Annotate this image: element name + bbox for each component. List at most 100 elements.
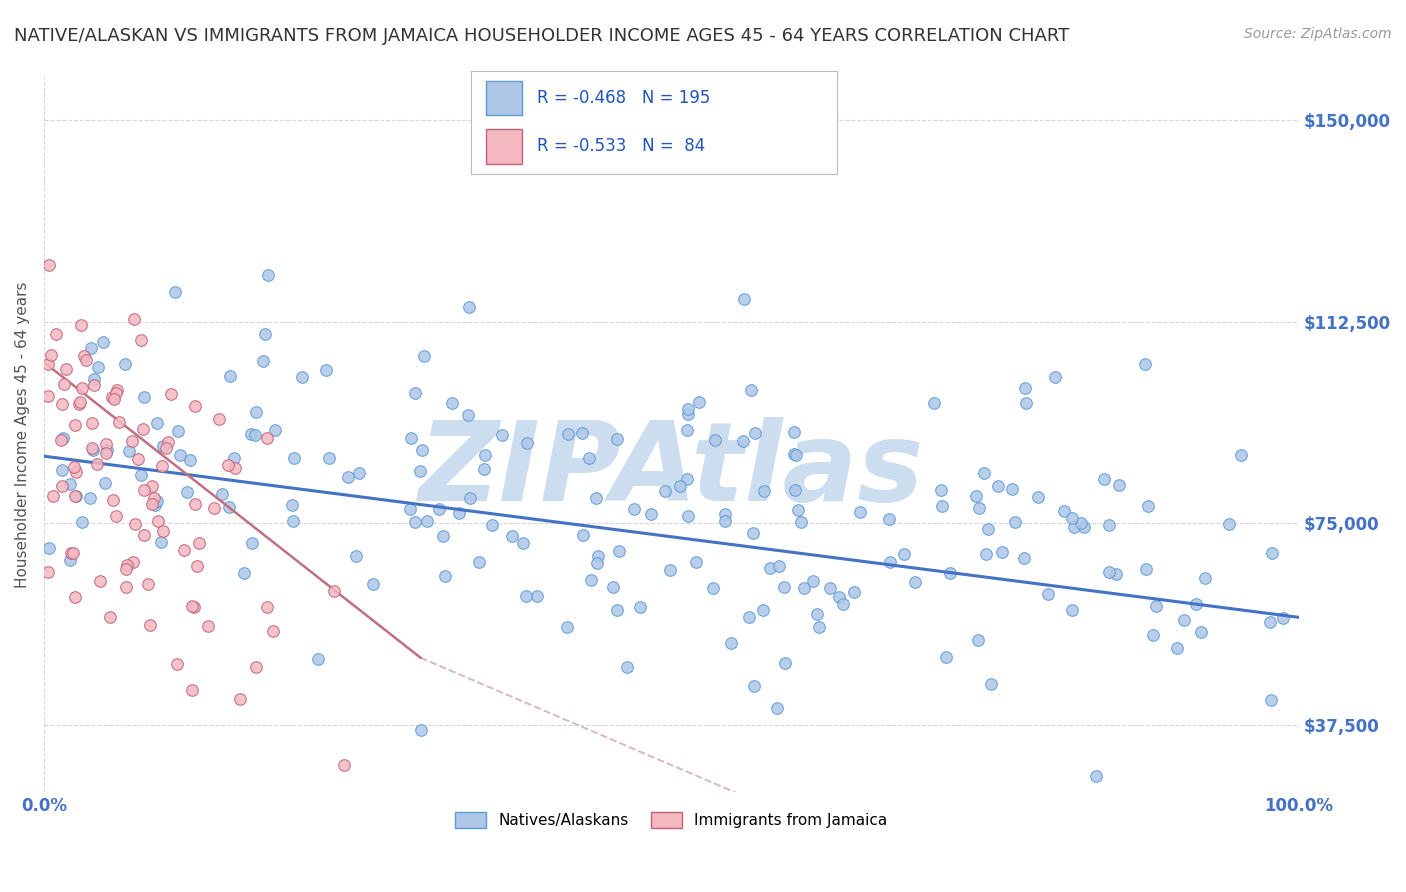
Point	[129, 468, 152, 483]
Point	[432, 528, 454, 542]
Point	[45, 326, 67, 341]
Bar	[485, 80, 522, 115]
Point	[433, 569, 456, 583]
Point	[264, 423, 287, 437]
Point	[129, 334, 152, 348]
Point	[245, 405, 267, 419]
Point	[893, 547, 915, 561]
Point	[1108, 478, 1130, 492]
Point	[211, 486, 233, 500]
Point	[720, 636, 742, 650]
Point	[82, 443, 104, 458]
Point	[122, 312, 145, 326]
Point	[180, 599, 202, 614]
Point	[51, 479, 73, 493]
Point	[115, 558, 138, 572]
Point	[323, 584, 346, 599]
Point	[974, 547, 997, 561]
Point	[967, 633, 990, 648]
Point	[245, 660, 267, 674]
Point	[404, 515, 426, 529]
Point	[654, 483, 676, 498]
Point	[467, 555, 489, 569]
Point	[801, 574, 824, 588]
Point	[232, 566, 254, 580]
Point	[555, 619, 578, 633]
Point	[752, 603, 775, 617]
Text: ZIPAtlas: ZIPAtlas	[419, 417, 924, 524]
Y-axis label: Householder Income Ages 45 - 64 years: Householder Income Ages 45 - 64 years	[15, 282, 30, 588]
Point	[1218, 517, 1240, 532]
Point	[441, 395, 464, 409]
Point	[675, 472, 697, 486]
Point	[152, 439, 174, 453]
Point	[669, 479, 692, 493]
Point	[176, 485, 198, 500]
Point	[118, 443, 141, 458]
Point	[336, 470, 359, 484]
Point	[63, 460, 86, 475]
Point	[939, 566, 962, 580]
Point	[742, 525, 765, 540]
Text: NATIVE/ALASKAN VS IMMIGRANTS FROM JAMAICA HOUSEHOLDER INCOME AGES 45 - 64 YEARS : NATIVE/ALASKAN VS IMMIGRANTS FROM JAMAIC…	[14, 27, 1070, 45]
Point	[208, 412, 231, 426]
Point	[94, 446, 117, 460]
Point	[60, 546, 83, 560]
Point	[1012, 550, 1035, 565]
Point	[155, 441, 177, 455]
Point	[1036, 587, 1059, 601]
Point	[114, 562, 136, 576]
Point	[49, 433, 72, 447]
Point	[1144, 599, 1167, 614]
Point	[973, 466, 995, 480]
Point	[1142, 628, 1164, 642]
Point	[281, 514, 304, 528]
Point	[623, 502, 645, 516]
Point	[80, 416, 103, 430]
Point	[557, 426, 579, 441]
Point	[640, 507, 662, 521]
Point	[416, 514, 439, 528]
Point	[1135, 561, 1157, 575]
Point	[965, 489, 987, 503]
Point	[240, 427, 263, 442]
Point	[108, 416, 131, 430]
Point	[83, 378, 105, 392]
Point	[59, 477, 82, 491]
Point	[879, 555, 901, 569]
Point	[333, 758, 356, 772]
Point	[1133, 357, 1156, 371]
Point	[65, 417, 87, 432]
Point	[104, 386, 127, 401]
Point	[842, 584, 865, 599]
Point	[202, 501, 225, 516]
Point	[1014, 381, 1036, 395]
Point	[1001, 482, 1024, 496]
Point	[132, 528, 155, 542]
Point	[818, 581, 841, 595]
Point	[658, 563, 681, 577]
Point	[1073, 520, 1095, 534]
Point	[65, 590, 87, 604]
Point	[458, 491, 481, 505]
Point	[127, 452, 149, 467]
Point	[59, 553, 82, 567]
Point	[315, 362, 337, 376]
Point	[787, 502, 810, 516]
Point	[186, 559, 208, 574]
Point	[184, 497, 207, 511]
Point	[51, 432, 73, 446]
Bar	[485, 128, 522, 163]
Point	[169, 448, 191, 462]
Point	[733, 292, 755, 306]
Point	[585, 491, 607, 505]
Point	[1060, 511, 1083, 525]
Point	[1092, 472, 1115, 486]
Point	[922, 396, 945, 410]
Point	[987, 479, 1010, 493]
Point	[253, 326, 276, 341]
Point	[877, 512, 900, 526]
Point	[55, 362, 77, 376]
Point	[38, 541, 60, 555]
Point	[1194, 571, 1216, 585]
